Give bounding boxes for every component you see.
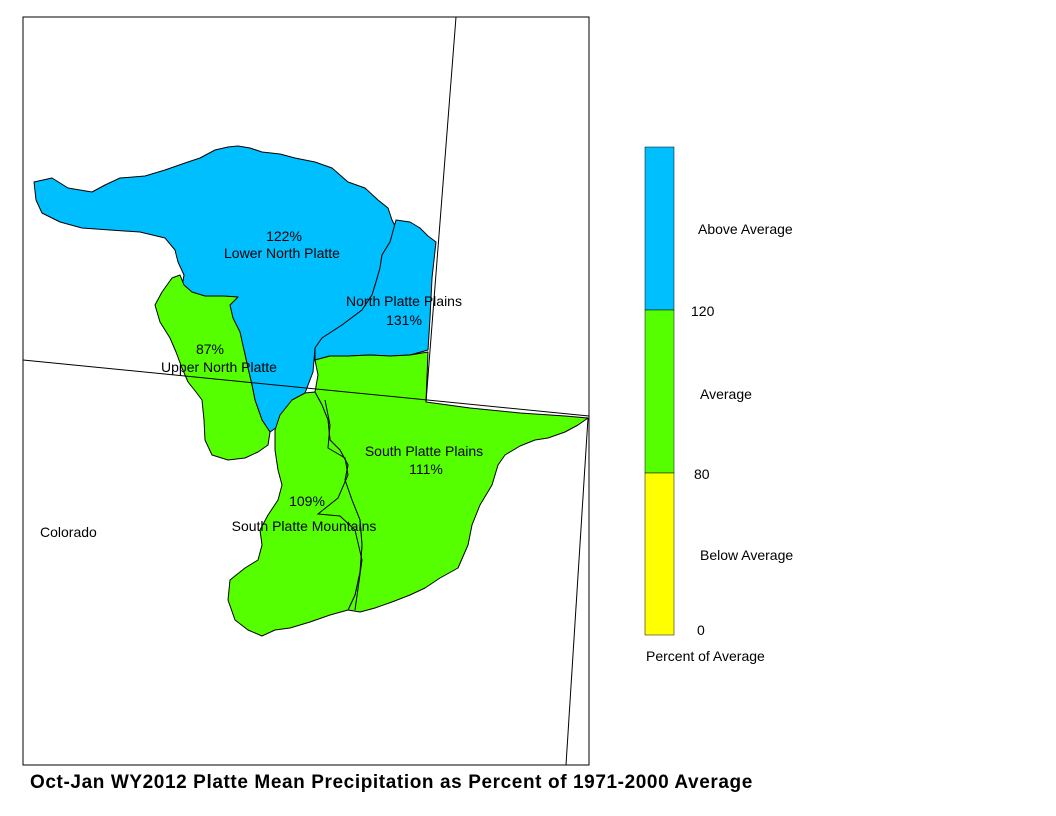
label-upper-north-platte-percent: 87% [196, 341, 224, 357]
region-upper-north-platte[interactable] [154, 274, 271, 461]
state-line-southeast [565, 417, 589, 766]
label-upper-north-platte-name: Upper North Platte [161, 359, 277, 375]
legend-label-below: Below Average [700, 547, 793, 563]
label-north-platte-plains-percent: 131% [386, 312, 422, 328]
legend-caption: Percent of Average [646, 648, 765, 664]
legend: Above Average 120 Average 80 Below Avera… [644, 146, 793, 664]
label-state-colorado: Colorado [40, 524, 97, 540]
divide-line [316, 399, 363, 611]
legend-tick-80: 80 [694, 466, 710, 482]
label-lower-north-platte-percent: 122% [266, 228, 302, 244]
label-lower-north-platte-name: Lower North Platte [224, 245, 340, 261]
legend-swatch-above [644, 146, 675, 311]
label-south-platte-plains-name: South Platte Plains [365, 443, 483, 459]
map-title: Oct-Jan WY2012 Platte Mean Precipitation… [30, 772, 753, 793]
state-line-north [22, 359, 590, 417]
label-south-platte-plains-percent: 111% [409, 461, 443, 477]
legend-swatch-average [644, 309, 675, 474]
label-south-platte-mountains-name: South Platte Mountains [232, 518, 377, 534]
legend-label-above: Above Average [698, 221, 793, 237]
legend-tick-0: 0 [697, 622, 705, 638]
legend-tick-120: 120 [691, 303, 715, 319]
label-north-platte-plains-name: North Platte Plains [346, 293, 462, 309]
legend-label-average: Average [700, 386, 752, 402]
state-line-east [425, 16, 457, 403]
legend-swatch-below [644, 472, 675, 636]
label-south-platte-mountains-percent: 109% [289, 493, 325, 509]
region-south-platte-mountains[interactable] [227, 391, 363, 637]
